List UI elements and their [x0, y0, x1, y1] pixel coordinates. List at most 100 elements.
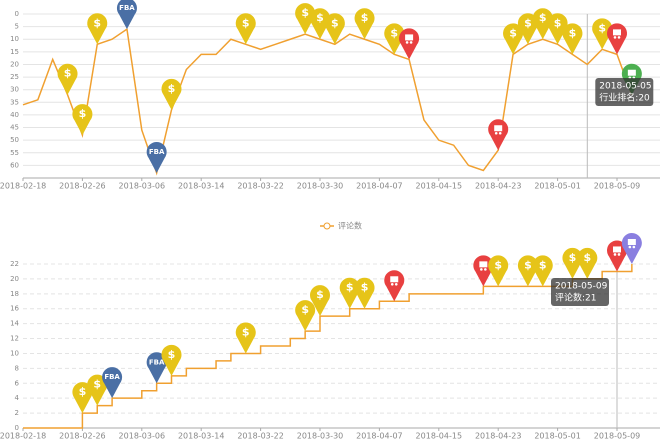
x-tick-label: 2018-04-23 — [475, 182, 522, 191]
tooltip-title: 2018-05-05 — [599, 82, 651, 92]
y-tick-label: 4 — [15, 394, 20, 402]
pin-icon — [613, 246, 621, 253]
pin-body — [57, 63, 78, 95]
pin-label: $ — [64, 67, 72, 80]
pin-icon — [613, 29, 621, 36]
event-pin: $ — [532, 255, 553, 287]
tooltip-text: 评论数:21 — [555, 292, 597, 304]
pin-label: FBA — [149, 148, 165, 156]
pin-body — [354, 8, 375, 40]
pin-body — [310, 8, 330, 40]
pin-label: $ — [583, 251, 591, 264]
y-tick-label: 0 — [15, 10, 19, 18]
y-tick-label: 14 — [10, 320, 19, 328]
pin-label: $ — [79, 107, 87, 120]
x-tick-label: 2018-02-26 — [59, 182, 106, 191]
y-tick-label: 60 — [10, 161, 19, 169]
pin-body — [577, 247, 598, 279]
x-tick-label: 2018-03-14 — [178, 182, 225, 191]
pin-icon — [613, 36, 617, 39]
pin-body — [399, 28, 420, 60]
x-tick-label: 2018-04-15 — [416, 432, 463, 441]
event-pin: $ — [87, 374, 108, 406]
x-tick-label: 2018-03-14 — [178, 432, 225, 441]
pin-body — [339, 277, 360, 309]
x-tick-label: 2018-03-22 — [237, 432, 284, 441]
pin-label: $ — [390, 26, 398, 39]
pin-label: $ — [569, 26, 577, 39]
pin-icon — [627, 239, 636, 245]
pin-label: $ — [301, 303, 309, 316]
x-tick-label: 2018-02-26 — [59, 432, 106, 441]
pin-icon — [409, 41, 413, 44]
pin-body — [87, 374, 108, 406]
pin-label: $ — [361, 281, 369, 294]
event-pin: $ — [235, 322, 256, 354]
event-pin: $ — [592, 18, 613, 50]
y-tick-label: 40 — [10, 111, 19, 119]
x-tick-label: 2018-03-30 — [297, 182, 344, 191]
y-tick-label: 55 — [10, 149, 19, 157]
pin-body — [517, 13, 538, 45]
x-tick-label: 2018-05-01 — [534, 432, 581, 441]
pin-body — [146, 141, 167, 173]
event-pin: $ — [488, 255, 509, 287]
y-tick-label: 16 — [10, 305, 19, 313]
event-pin: $ — [161, 344, 182, 376]
pin-label: $ — [509, 26, 517, 39]
x-tick-label: 2018-03-30 — [297, 432, 344, 441]
pin-body — [324, 13, 345, 45]
pin-label: $ — [524, 16, 532, 29]
data-line — [22, 27, 633, 176]
y-tick-label: 6 — [15, 379, 20, 387]
event-pin: $ — [354, 8, 375, 40]
legend-label: 评论数 — [338, 221, 362, 231]
event-pin: FBA — [146, 141, 167, 173]
pin-icon — [494, 125, 503, 132]
y-tick-label: 5 — [15, 23, 19, 31]
x-tick-label: 2018-04-15 — [416, 182, 463, 191]
x-tick-label: 2018-03-22 — [237, 182, 284, 191]
pin-body — [295, 3, 316, 35]
event-pin: FBA — [102, 367, 123, 399]
pin-label: $ — [316, 11, 324, 24]
pin-label: $ — [168, 82, 176, 95]
legend: 评论数 — [320, 221, 362, 231]
y-tick-label: 12 — [10, 335, 19, 343]
x-tick-label: 2018-03-06 — [119, 432, 166, 441]
pin-label: $ — [316, 288, 324, 301]
x-tick-label: 2018-04-23 — [475, 432, 522, 441]
pin-label: $ — [242, 16, 250, 29]
event-pin: $ — [547, 13, 568, 45]
legend-dot — [323, 222, 331, 230]
x-tick-label: 2018-05-09 — [594, 432, 641, 441]
pin-label: FBA — [149, 358, 165, 366]
tooltip-title: 2018-05-09 — [555, 282, 608, 292]
pin-label: $ — [331, 16, 339, 29]
event-pin: FBA — [146, 352, 167, 384]
pin-body — [488, 119, 509, 151]
tooltip-box — [595, 78, 654, 106]
pin-label: $ — [554, 16, 562, 29]
pin-icon — [494, 131, 498, 135]
pin-icon — [479, 261, 488, 268]
pin-label: FBA — [104, 373, 120, 381]
pin-label: $ — [93, 378, 101, 391]
x-tick-label: 2018-02-18 — [0, 182, 46, 191]
y-tick-label: 2 — [15, 409, 19, 417]
tooltip-box — [551, 278, 609, 306]
event-pin: $ — [295, 300, 316, 332]
event-pin — [399, 28, 420, 60]
event-pin: $ — [562, 23, 583, 55]
pin-body — [102, 367, 123, 399]
pin-body — [517, 255, 538, 287]
y-tick-label: 30 — [10, 86, 19, 94]
y-tick-label: 10 — [10, 35, 19, 43]
pin-body — [547, 13, 568, 45]
y-tick-label: 35 — [10, 98, 19, 106]
pin-label: $ — [346, 281, 354, 294]
event-pin: $ — [235, 13, 256, 45]
pin-label: $ — [539, 11, 547, 24]
